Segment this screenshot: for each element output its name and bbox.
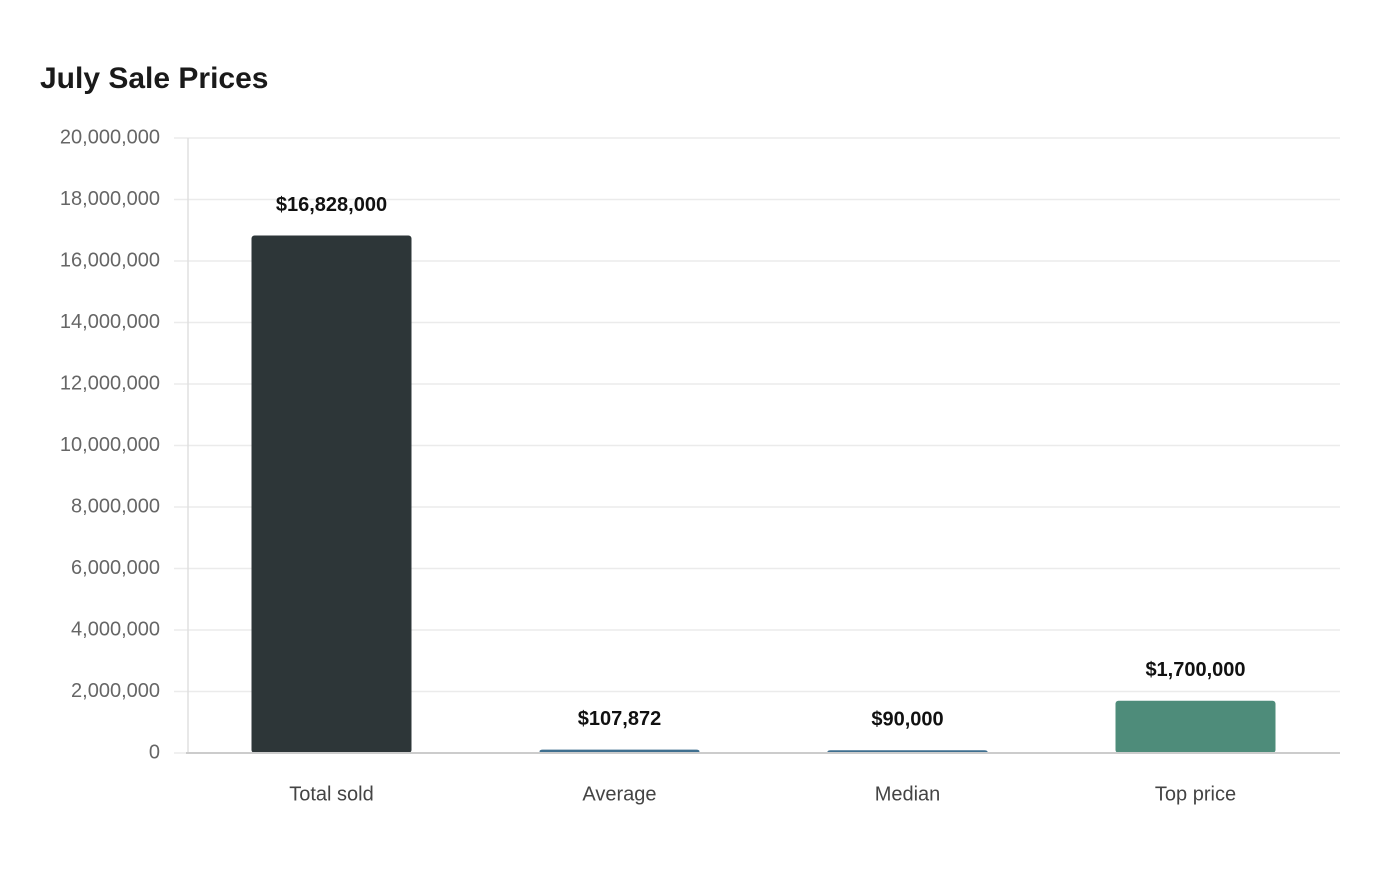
value-label: $107,872	[578, 708, 661, 730]
y-tick-label: 6,000,000	[71, 557, 160, 579]
y-tick-label: 12,000,000	[60, 372, 160, 394]
bar	[251, 235, 412, 753]
value-label: $16,828,000	[276, 194, 387, 216]
y-tick-label: 8,000,000	[71, 495, 160, 517]
y-tick-label: 4,000,000	[71, 618, 160, 640]
value-label: $1,700,000	[1145, 659, 1245, 681]
y-tick-label: 16,000,000	[60, 249, 160, 271]
y-tick-label: 20,000,000	[60, 126, 160, 148]
bar	[1115, 700, 1276, 753]
y-tick-label: 14,000,000	[60, 311, 160, 333]
y-tick-label: 0	[149, 741, 160, 763]
y-tick-label: 10,000,000	[60, 434, 160, 456]
x-tick-label: Median	[875, 783, 941, 805]
y-tick-label: 2,000,000	[71, 680, 160, 702]
value-label: $90,000	[871, 709, 943, 731]
x-tick-label: Average	[582, 783, 656, 805]
chart-title: July Sale Prices	[40, 62, 269, 95]
x-tick-label: Total sold	[289, 783, 374, 805]
y-tick-label: 18,000,000	[60, 188, 160, 210]
x-tick-label: Top price	[1155, 783, 1236, 805]
